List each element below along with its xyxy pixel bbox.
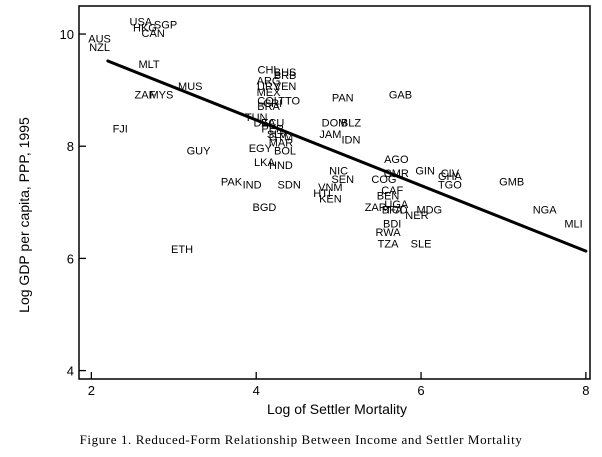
country-label: ARG xyxy=(257,76,281,88)
country-label: TUN xyxy=(245,112,268,124)
country-label: BLZ xyxy=(341,118,361,130)
y-axis-label: Log GDP per capita, PPP, 1995 xyxy=(16,117,32,313)
x-tick-label: 4 xyxy=(253,383,260,398)
country-label: DZA xyxy=(253,118,276,130)
country-label: DOM xyxy=(322,118,348,130)
country-label: RWA xyxy=(376,227,402,239)
country-label: BEN xyxy=(377,191,400,203)
country-label: BOL xyxy=(274,146,296,158)
country-label: CAF xyxy=(381,185,403,197)
country-label: GHA xyxy=(438,171,463,183)
country-label: GAB xyxy=(389,90,412,102)
country-label: KEN xyxy=(319,193,342,205)
country-label: CRI xyxy=(263,98,282,110)
country-label: IND xyxy=(243,179,262,191)
country-label: ETH xyxy=(171,244,193,256)
country-label: ZAR xyxy=(365,202,387,214)
x-tick-label: 2 xyxy=(88,383,95,398)
country-label: MYS xyxy=(149,90,173,102)
x-tick-label: 8 xyxy=(582,383,589,398)
country-label: SLE xyxy=(411,238,432,250)
country-label: MEX xyxy=(257,87,282,99)
country-label: BHS xyxy=(274,67,297,79)
country-label: MAR xyxy=(269,137,294,149)
country-label: BDI xyxy=(383,219,401,231)
country-label: PER xyxy=(261,123,284,135)
country-label: MLT xyxy=(138,59,159,71)
country-label: GUY xyxy=(187,146,212,158)
country-label: BRA xyxy=(257,101,280,113)
country-label: UGA xyxy=(384,199,409,211)
country-label: VNM xyxy=(318,182,342,194)
country-label: PAN xyxy=(332,92,354,104)
y-tick-label: 10 xyxy=(60,27,74,42)
plot-frame xyxy=(78,5,591,380)
y-tick-label: 4 xyxy=(67,364,74,379)
country-label: SLV xyxy=(267,129,288,141)
country-label: HND xyxy=(269,160,293,172)
country-label: LKA xyxy=(254,157,275,169)
country-label: SGP xyxy=(154,20,177,32)
y-tick-label: 6 xyxy=(67,251,74,266)
country-label: MUS xyxy=(178,81,202,93)
country-label: AUS xyxy=(88,34,111,46)
country-label: NIC xyxy=(329,165,348,177)
country-label: CAN xyxy=(142,28,165,40)
country-label: MLI xyxy=(564,219,582,231)
country-label: TGO xyxy=(438,179,462,191)
country-label: PAK xyxy=(221,177,243,189)
country-label: MDG xyxy=(416,205,442,217)
country-label: CIV xyxy=(441,168,460,180)
country-label: HTI xyxy=(313,188,331,200)
country-label: ECU xyxy=(261,118,284,130)
country-label: GIN xyxy=(415,165,435,177)
country-label: NGA xyxy=(533,205,558,217)
country-label: USA xyxy=(130,17,153,29)
country-label: TTO xyxy=(278,95,300,107)
country-label: BRB xyxy=(274,70,297,82)
country-label: GMB xyxy=(499,177,524,189)
country-label: COG xyxy=(371,174,396,186)
country-label: BFA xyxy=(382,205,403,217)
country-label: HKG xyxy=(133,22,157,34)
country-label: CHL xyxy=(258,64,280,76)
x-tick-label: 6 xyxy=(417,383,424,398)
x-axis-label: Log of Settler Mortality xyxy=(267,401,407,417)
country-label: VEN xyxy=(274,81,297,93)
figure-caption: Figure 1. Reduced-Form Relationship Betw… xyxy=(79,432,523,447)
country-label: NER xyxy=(405,210,428,222)
country-label: EGY xyxy=(249,143,273,155)
country-label: BGD xyxy=(253,202,277,214)
country-label: SDN xyxy=(278,179,301,191)
country-label: COL xyxy=(257,95,280,107)
country-label: FJI xyxy=(113,123,128,135)
fitted-line xyxy=(106,59,588,253)
country-label: AGO xyxy=(384,154,409,166)
y-tick-label: 8 xyxy=(67,139,74,154)
country-label: JAM xyxy=(319,129,341,141)
country-label: SEN xyxy=(331,174,354,186)
country-label: TCD xyxy=(385,205,408,217)
country-label: ZAF xyxy=(135,90,156,102)
country-label: NZL xyxy=(89,42,110,54)
country-label: IDN xyxy=(342,135,361,147)
country-label: TZA xyxy=(378,238,399,250)
country-label: GTM xyxy=(269,132,293,144)
country-label: URY xyxy=(257,81,281,93)
country-label: CMR xyxy=(384,168,409,180)
